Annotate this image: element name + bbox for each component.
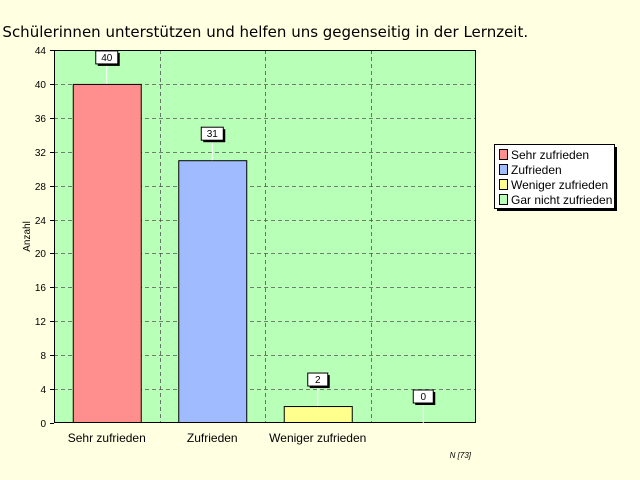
x-tick-label: Sehr zufrieden xyxy=(68,431,146,445)
data-label: 40 xyxy=(101,53,113,64)
y-tick-label: 8 xyxy=(40,351,46,362)
chart-title: Schüler und Schülerinnen unterstützen un… xyxy=(0,23,528,41)
legend-swatch xyxy=(499,149,508,160)
legend-swatch xyxy=(499,164,508,175)
legend-entry: Sehr zufrieden xyxy=(511,148,589,162)
legend-entry: Gar nicht zufrieden xyxy=(511,193,612,207)
plot-frame xyxy=(54,50,476,423)
y-tick-label: 40 xyxy=(35,80,47,91)
y-tick-label: 16 xyxy=(35,283,47,294)
data-label: 2 xyxy=(315,375,321,386)
data-label-box xyxy=(412,389,434,404)
y-tick-label: 0 xyxy=(40,419,46,430)
legend-swatch xyxy=(499,194,508,205)
x-tick-label: Zufrieden xyxy=(187,431,238,445)
bars xyxy=(72,83,353,423)
legend-entry: Zufrieden xyxy=(511,163,562,177)
bar xyxy=(178,160,248,423)
y-tick-label: 20 xyxy=(35,249,47,260)
bar xyxy=(72,83,142,423)
y-tick-label: 4 xyxy=(40,385,46,396)
data-label-box xyxy=(95,50,119,65)
y-axis-label: Anzahl xyxy=(22,221,33,252)
legend-swatch xyxy=(499,179,508,190)
x-tick-label: Weniger zufrieden xyxy=(269,431,366,445)
y-tick-label: 36 xyxy=(35,114,47,125)
data-labels: 40 31 2 0 xyxy=(95,50,436,423)
y-tick-label: 44 xyxy=(35,46,47,57)
y-axis: 0 4 8 12 16 20 24 28 32 36 40 44 xyxy=(35,46,54,430)
x-axis: Sehr zufrieden Zufrieden Weniger zufrieden xyxy=(68,431,367,445)
data-label-box xyxy=(200,126,224,141)
y-tick-label: 28 xyxy=(35,182,47,193)
legend-entry: Weniger zufrieden xyxy=(511,178,608,192)
legend-box xyxy=(494,144,615,209)
data-label: 0 xyxy=(420,392,426,403)
data-label: 31 xyxy=(207,129,219,140)
data-label-box xyxy=(307,372,329,387)
bar xyxy=(283,406,353,423)
sample-size-note: N [73] xyxy=(450,451,472,460)
y-tick-label: 32 xyxy=(35,148,47,159)
y-tick-label: 24 xyxy=(35,216,47,227)
y-tick-label: 12 xyxy=(35,317,47,328)
